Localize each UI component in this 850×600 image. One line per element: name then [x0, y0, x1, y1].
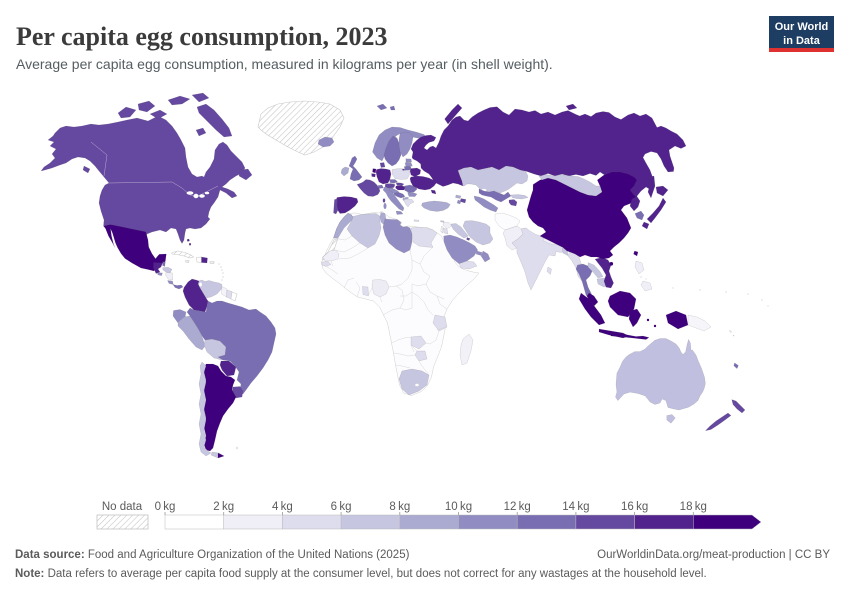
svg-text:8 kg: 8 kg	[389, 501, 410, 513]
svg-text:0 kg: 0 kg	[155, 501, 176, 513]
svg-text:14 kg: 14 kg	[562, 501, 589, 513]
svg-text:16 kg: 16 kg	[621, 501, 648, 513]
svg-text:4 kg: 4 kg	[272, 501, 293, 513]
svg-text:12 kg: 12 kg	[504, 501, 531, 513]
svg-text:10 kg: 10 kg	[445, 501, 472, 513]
svg-text:18 kg: 18 kg	[680, 501, 707, 513]
svg-text:6 kg: 6 kg	[331, 501, 352, 513]
svg-text:No data: No data	[102, 501, 143, 513]
svg-text:2 kg: 2 kg	[213, 501, 234, 513]
